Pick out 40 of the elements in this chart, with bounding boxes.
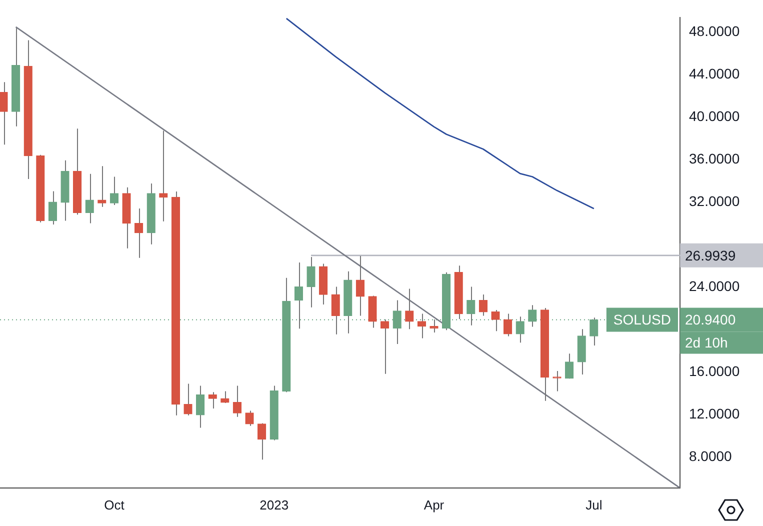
candlestick: [552, 370, 562, 392]
y-tick-label: 32.0000: [689, 193, 740, 210]
y-tick-label: 12.0000: [689, 406, 740, 422]
x-tick-label: Apr: [424, 497, 445, 512]
candlestick: [564, 353, 574, 380]
x-tick-label: Jul: [586, 497, 602, 512]
candlestick: [48, 190, 58, 226]
y-tick-label: 48.0000: [689, 23, 740, 40]
candlestick: [368, 295, 377, 328]
ref-line-label: 20.9400: [685, 312, 736, 328]
candlestick: [356, 255, 365, 316]
x-tick-label: Oct: [104, 497, 125, 512]
candlestick: [208, 392, 217, 410]
candlestick: [257, 422, 266, 460]
y-tick-label: 16.0000: [689, 363, 740, 380]
candlestick: [491, 309, 500, 332]
candlestick: [306, 256, 316, 308]
y-tick-label: 40.0000: [689, 108, 740, 124]
y-tick-label: 24.0000: [689, 278, 740, 294]
x-tick-label: 2023: [260, 497, 289, 512]
candlestick: [85, 173, 94, 224]
y-tick-label: 44.0000: [689, 66, 740, 82]
candlestick: [220, 390, 230, 404]
candlestick: [110, 176, 119, 206]
candlestick: [331, 286, 340, 335]
candlestick: [184, 383, 192, 416]
candlestick: [503, 313, 512, 337]
candlestick: [0, 82, 8, 146]
candlestick: [159, 130, 168, 222]
candlestick: [196, 385, 205, 428]
candlestick: [405, 288, 414, 330]
y-tick-label: 8.0000: [689, 448, 732, 464]
candlestick: [134, 208, 144, 258]
candlestick: [98, 166, 106, 208]
text: 2d 10h: [685, 334, 728, 351]
candlestick: [417, 313, 426, 339]
text: 26.9939: [685, 247, 736, 264]
candlestick: [380, 319, 390, 374]
annotation: SOLUSD: [613, 312, 672, 328]
y-tick-label: 36.0000: [689, 150, 740, 167]
